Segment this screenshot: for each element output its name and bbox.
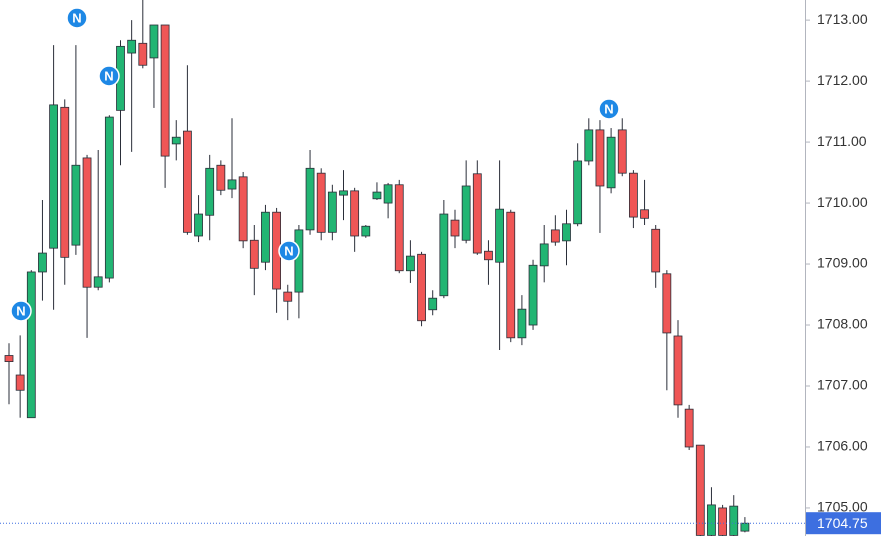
candle-body — [428, 297, 438, 311]
candle-body — [595, 129, 605, 187]
candle-body — [71, 164, 81, 246]
news-icon — [10, 300, 32, 322]
y-tick-label: 1712.00 — [817, 72, 868, 88]
candle-body — [49, 104, 58, 249]
candle-body — [316, 172, 326, 233]
candle-body — [104, 116, 114, 279]
candle-body — [283, 291, 293, 302]
candle-body — [573, 160, 583, 225]
candle-body — [450, 219, 460, 237]
candle-body — [550, 229, 560, 243]
candle-body — [528, 264, 538, 326]
y-tick-label: 1711.00 — [817, 133, 867, 149]
news-label: N — [604, 101, 613, 116]
price-axis: 1705.00 1706.00 1707.00 1708.00 1709.00 1710.… — [805, 11, 868, 515]
candle-body — [127, 39, 137, 54]
candle-body — [740, 522, 750, 532]
candle-body — [651, 228, 661, 273]
candle-body — [495, 208, 505, 263]
candle-body — [472, 173, 482, 254]
candle-body — [640, 209, 649, 219]
candle-body — [718, 507, 727, 536]
candle-body — [695, 444, 705, 536]
candle-body — [539, 243, 549, 267]
current-price-box — [806, 512, 881, 535]
current-price-label: 1704.75 — [817, 515, 868, 531]
candle-body — [194, 213, 203, 237]
news-icon — [98, 65, 120, 87]
candle-body — [662, 273, 672, 334]
candle-body — [138, 42, 148, 66]
candle-body — [394, 184, 404, 272]
candle-body — [729, 505, 739, 536]
y-tick-label: 1705.00 — [817, 499, 868, 515]
candle-body — [227, 179, 237, 190]
candle-body — [673, 335, 683, 406]
candle-body — [305, 167, 315, 231]
news-icon — [66, 7, 88, 29]
candle-body — [160, 24, 170, 157]
news-label: N — [16, 303, 25, 318]
candle-body — [629, 172, 638, 218]
candle-body — [38, 252, 47, 273]
candle-body — [617, 129, 627, 174]
y-tick-label: 1707.00 — [817, 377, 868, 393]
candle-body — [684, 408, 694, 448]
y-tick-label: 1709.00 — [817, 255, 868, 271]
markers: N N N N N — [10, 7, 620, 322]
candle-body — [517, 308, 527, 339]
news-label: N — [284, 243, 293, 258]
candle-body — [584, 129, 594, 162]
candle-body — [562, 223, 571, 242]
candle-body — [238, 176, 248, 242]
candle-body — [350, 190, 360, 237]
candle-body — [93, 276, 103, 288]
candle-body — [439, 213, 449, 297]
candle-body — [60, 106, 70, 258]
news-label: N — [72, 10, 81, 25]
candle-body — [249, 239, 259, 269]
news-icon — [598, 98, 620, 120]
candle-body — [417, 253, 426, 322]
candle-body — [26, 271, 36, 419]
candle-body — [383, 184, 393, 204]
candle-body — [171, 136, 181, 145]
candle-body — [15, 374, 25, 391]
candle-body — [606, 136, 616, 189]
candle-body — [261, 211, 270, 263]
candle-body — [405, 255, 415, 272]
candle-body — [149, 24, 159, 59]
news-label: N — [104, 68, 113, 83]
candle-body — [361, 225, 371, 237]
y-tick-label: 1706.00 — [817, 438, 868, 454]
candle-body — [461, 185, 471, 241]
candle-body — [707, 504, 716, 536]
y-tick-label: 1708.00 — [817, 316, 868, 332]
candle-body — [484, 250, 493, 261]
candle-body — [506, 211, 516, 339]
candle-body — [327, 191, 337, 233]
candle-body — [82, 157, 92, 288]
y-tick-label: 1710.00 — [817, 194, 868, 210]
y-tick-label: 1713.00 — [817, 11, 868, 27]
candle-body — [339, 190, 348, 196]
candle-body — [182, 130, 192, 233]
current-price: 1704.75 — [0, 512, 881, 535]
candle-body — [294, 229, 304, 293]
candle-body — [205, 167, 215, 216]
candles — [4, 0, 750, 536]
candle-body — [216, 164, 226, 191]
candle-body — [4, 355, 14, 363]
candle-body — [372, 191, 382, 200]
news-icon — [278, 240, 300, 262]
